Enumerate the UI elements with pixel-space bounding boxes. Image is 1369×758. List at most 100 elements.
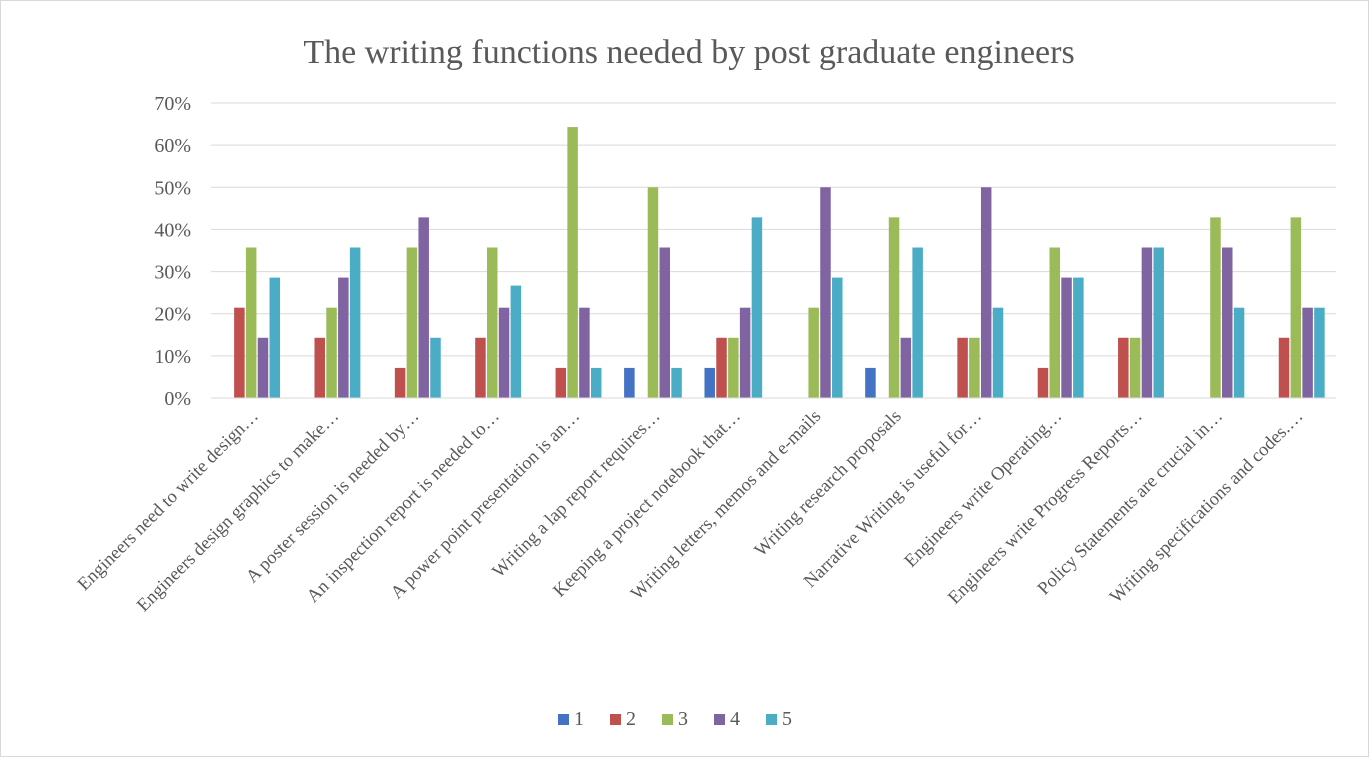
bar-series-3 [728, 337, 739, 398]
bar-series-3 [245, 247, 257, 398]
bar-series-4 [579, 307, 590, 398]
bar-series-5 [992, 307, 1004, 398]
bar-series-3 [1049, 247, 1060, 398]
legend-label: 2 [626, 708, 636, 730]
legend-swatch [558, 714, 569, 725]
x-axis-labels: Engineers need to write design…Engineers… [74, 406, 1307, 616]
bars [234, 127, 1325, 398]
bar-series-3 [888, 217, 900, 398]
bar-series-5 [1153, 247, 1164, 398]
bar-series-2 [1037, 367, 1049, 398]
chart-title: The writing functions needed by post gra… [303, 34, 1074, 71]
bar-series-4 [338, 277, 349, 398]
bar-series-5 [671, 367, 682, 398]
bar-series-4 [1302, 307, 1313, 398]
bar-series-1 [624, 367, 635, 398]
y-tick-label: 20% [154, 304, 191, 326]
category-group [808, 187, 843, 398]
bar-series-4 [418, 217, 429, 398]
bar-series-4 [498, 307, 510, 398]
category-group [234, 247, 281, 398]
y-tick-label: 60% [154, 135, 191, 157]
bar-series-5 [1233, 307, 1245, 398]
bar-series-2 [957, 337, 968, 398]
y-tick-label: 70% [154, 93, 191, 115]
x-tick-label: Writing a lap report requires… [489, 406, 665, 582]
bar-series-3 [567, 127, 578, 398]
bar-series-2 [716, 337, 727, 398]
bar-series-4 [820, 187, 831, 398]
bar-series-4 [257, 337, 269, 398]
bar-series-5 [1073, 277, 1084, 398]
x-tick-label: A poster session is needed by… [243, 406, 424, 587]
legend-swatch [766, 714, 777, 725]
category-group [314, 247, 361, 398]
legend-label: 1 [574, 708, 584, 730]
bar-series-4 [1222, 247, 1233, 398]
legend-swatch [714, 714, 725, 725]
bar-series-2 [1118, 337, 1129, 398]
legend-label: 5 [782, 708, 792, 730]
category-group [957, 187, 1004, 398]
bar-series-4 [980, 187, 992, 398]
bar-series-4 [659, 247, 671, 398]
category-group [555, 127, 602, 398]
bar-series-1 [704, 367, 715, 398]
legend-item: 1 [558, 708, 584, 730]
bar-series-3 [1210, 217, 1221, 398]
category-group [475, 247, 522, 398]
legend-label: 4 [730, 708, 740, 730]
legend-item: 2 [610, 708, 636, 730]
x-tick-label: Engineers write Operating… [901, 406, 1066, 571]
bar-series-5 [349, 247, 361, 398]
bar-series-2 [1278, 337, 1290, 398]
legend-swatch [662, 714, 673, 725]
y-axis-ticks: 0% 10% 20% 30% 40% 50% 60% 70% [154, 93, 191, 410]
bar-series-3 [1129, 337, 1141, 398]
bar-series-5 [430, 337, 441, 398]
bar-series-3 [808, 307, 819, 398]
category-group [1278, 217, 1325, 398]
bar-series-4 [900, 337, 912, 398]
bar-series-2 [475, 337, 486, 398]
bar-series-4 [1061, 277, 1072, 398]
bar-series-5 [510, 285, 522, 398]
legend-label: 3 [678, 708, 688, 730]
y-tick-label: 50% [154, 177, 191, 199]
y-tick-label: 40% [154, 219, 191, 241]
bar-series-2 [314, 337, 325, 398]
category-group [865, 217, 923, 398]
bar-series-3 [487, 247, 498, 398]
category-group [624, 187, 682, 398]
bar-series-5 [832, 277, 843, 398]
y-tick-label: 30% [154, 262, 191, 284]
bar-series-3 [1290, 217, 1302, 398]
bar-series-5 [751, 217, 763, 398]
category-group [1037, 247, 1084, 398]
bar-series-3 [969, 337, 980, 398]
bar-series-2 [394, 367, 406, 398]
bar-series-4 [739, 307, 751, 398]
bar-series-4 [1141, 247, 1153, 398]
y-tick-label: 10% [154, 346, 191, 368]
bar-series-3 [647, 187, 659, 398]
gridlines [211, 102, 1336, 357]
legend-item: 4 [714, 708, 740, 730]
category-group [704, 217, 763, 398]
x-tick-label: Writing research proposals [751, 406, 906, 561]
bar-series-2 [234, 307, 245, 398]
y-tick-label: 0% [164, 388, 191, 410]
category-group [1118, 247, 1164, 398]
bar-series-2 [555, 367, 567, 398]
bar-series-5 [1314, 307, 1325, 398]
legend: 1 2 3 4 5 [558, 708, 792, 730]
legend-swatch [610, 714, 621, 725]
legend-item: 5 [766, 708, 792, 730]
bar-series-3 [406, 247, 418, 398]
bar-series-5 [912, 247, 923, 398]
bar-series-5 [269, 277, 281, 398]
bar-series-1 [865, 367, 876, 398]
category-group [1210, 217, 1245, 398]
